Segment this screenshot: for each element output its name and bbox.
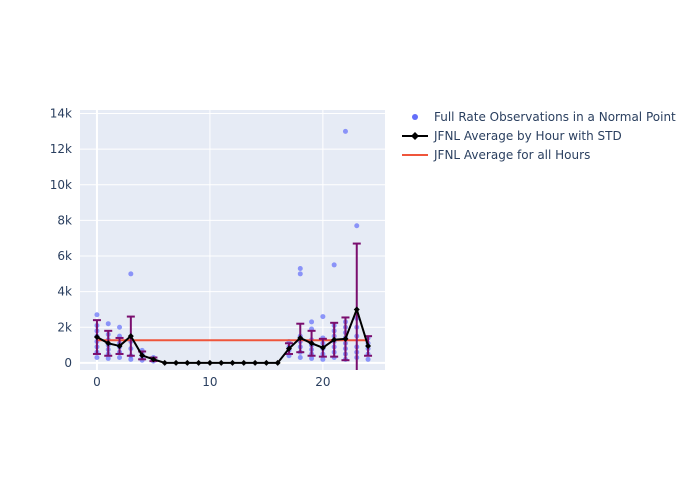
- legend-label: JFNL Average by Hour with STD: [434, 129, 622, 143]
- x-tick-label: 10: [202, 375, 217, 389]
- legend-item[interactable]: JFNL Average for all Hours: [400, 148, 590, 162]
- y-tick-label: 14k: [50, 107, 72, 121]
- x-tick-label: 20: [315, 375, 330, 389]
- y-tick-label: 0: [64, 356, 72, 370]
- legend-label: Full Rate Observations in a Normal Point: [434, 110, 676, 124]
- chart-svg: 0 2k 4k 6k 8k 10k 12k 14k 0 10 20: [0, 0, 700, 500]
- chart-container: { "layout": { "width": 700, "height": 50…: [0, 0, 700, 500]
- scatter-point: [343, 129, 348, 134]
- legend-item[interactable]: JFNL Average by Hour with STD: [400, 129, 622, 143]
- scatter-point: [94, 312, 99, 317]
- x-tick-label: 0: [93, 375, 101, 389]
- scatter-point: [117, 325, 122, 330]
- scatter-point: [309, 319, 314, 324]
- scatter-point: [366, 357, 371, 362]
- scatter-point: [320, 314, 325, 319]
- scatter-point: [128, 271, 133, 276]
- y-tick-label: 10k: [50, 178, 72, 192]
- y-tick-label: 6k: [57, 249, 72, 263]
- scatter-point: [298, 271, 303, 276]
- scatter-point: [354, 223, 359, 228]
- y-tick-label: 8k: [57, 213, 72, 227]
- y-tick-label: 2k: [57, 320, 72, 334]
- y-tick-label: 4k: [57, 285, 72, 299]
- legend-label: JFNL Average for all Hours: [434, 148, 590, 162]
- scatter-point: [298, 266, 303, 271]
- legend-swatch: [400, 148, 430, 162]
- y-tick-label: 12k: [50, 142, 72, 156]
- scatter-point: [332, 262, 337, 267]
- legend-swatch: [400, 110, 430, 124]
- legend-item[interactable]: Full Rate Observations in a Normal Point: [400, 110, 676, 124]
- scatter-point: [106, 321, 111, 326]
- scatter-point: [117, 355, 122, 360]
- scatter-point: [298, 355, 303, 360]
- scatter-point: [94, 355, 99, 360]
- legend-swatch: [400, 129, 430, 143]
